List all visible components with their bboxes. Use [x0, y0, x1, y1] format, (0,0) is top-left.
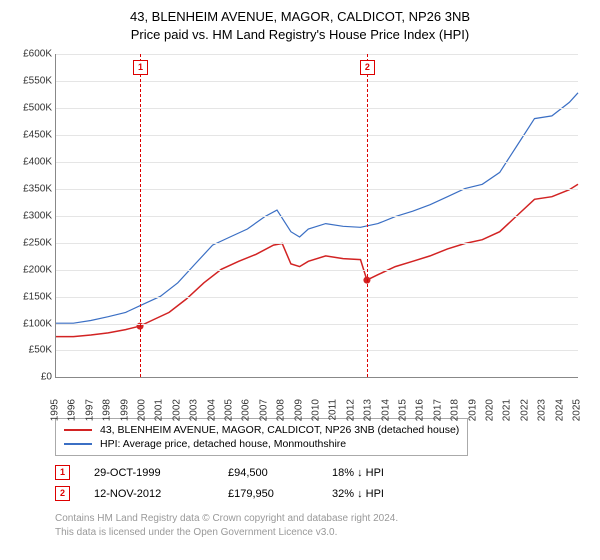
transaction-row: 1 29-OCT-1999 £94,500 18% ↓ HPI: [55, 462, 590, 483]
x-axis-tick: 1997: [84, 399, 95, 421]
event-line: [367, 54, 368, 377]
legend-swatch: [64, 443, 92, 445]
y-axis-tick: £350K: [10, 183, 52, 194]
legend-label: HPI: Average price, detached house, Monm…: [100, 438, 346, 450]
title-line1: 43, BLENHEIM AVENUE, MAGOR, CALDICOT, NP…: [10, 8, 590, 26]
chart-container: 43, BLENHEIM AVENUE, MAGOR, CALDICOT, NP…: [0, 0, 600, 560]
transaction-delta: 32% ↓ HPI: [332, 488, 384, 500]
legend-row: HPI: Average price, detached house, Monm…: [64, 437, 459, 451]
x-axis-tick: 1999: [119, 399, 130, 421]
x-axis-tick: 2001: [154, 399, 165, 421]
x-axis-tick: 2012: [345, 399, 356, 421]
transaction-table: 1 29-OCT-1999 £94,500 18% ↓ HPI 2 12-NOV-2012…: [55, 462, 590, 504]
transaction-marker: 2: [55, 486, 70, 501]
footer: Contains HM Land Registry data © Crown c…: [55, 512, 590, 539]
x-axis-tick: 2008: [276, 399, 287, 421]
x-axis-tick: 1995: [50, 399, 61, 421]
x-axis-tick: 2019: [467, 399, 478, 421]
gridline: [56, 108, 578, 109]
x-axis-tick: 2010: [311, 399, 322, 421]
gridline: [56, 324, 578, 325]
plot-region: 12: [55, 54, 578, 378]
x-axis-tick: 2004: [206, 399, 217, 421]
title-line2: Price paid vs. HM Land Registry's House …: [10, 26, 590, 44]
transaction-delta: 18% ↓ HPI: [332, 467, 384, 479]
x-axis-tick: 2011: [328, 399, 339, 421]
x-axis-tick: 2024: [554, 399, 565, 421]
y-axis-tick: £250K: [10, 237, 52, 248]
transaction-price: £94,500: [228, 467, 308, 479]
transaction-date: 29-OCT-1999: [94, 467, 204, 479]
y-axis-tick: £450K: [10, 130, 52, 141]
x-axis-tick: 2013: [363, 399, 374, 421]
y-axis-tick: £300K: [10, 210, 52, 221]
legend: 43, BLENHEIM AVENUE, MAGOR, CALDICOT, NP…: [55, 418, 468, 456]
x-axis-tick: 2006: [241, 399, 252, 421]
y-axis-tick: £0: [10, 372, 52, 383]
footer-line1: Contains HM Land Registry data © Crown c…: [55, 512, 590, 526]
gridline: [56, 216, 578, 217]
series-line-property: [56, 185, 578, 337]
x-axis-tick: 2009: [293, 399, 304, 421]
legend-label: 43, BLENHEIM AVENUE, MAGOR, CALDICOT, NP…: [100, 424, 459, 436]
x-axis-tick: 2003: [189, 399, 200, 421]
event-marker: 1: [133, 60, 148, 75]
x-axis-tick: 2007: [258, 399, 269, 421]
y-axis-tick: £50K: [10, 345, 52, 356]
transaction-price: £179,950: [228, 488, 308, 500]
x-axis-tick: 2014: [380, 399, 391, 421]
legend-swatch: [64, 429, 92, 431]
x-axis-tick: 2018: [450, 399, 461, 421]
event-line: [140, 54, 141, 377]
x-axis-tick: 1998: [102, 399, 113, 421]
gridline: [56, 135, 578, 136]
event-marker: 2: [360, 60, 375, 75]
x-axis-tick: 2022: [519, 399, 530, 421]
y-axis-tick: £600K: [10, 49, 52, 60]
gridline: [56, 350, 578, 351]
x-axis-tick: 2023: [537, 399, 548, 421]
y-axis-tick: £100K: [10, 318, 52, 329]
y-axis-tick: £200K: [10, 264, 52, 275]
x-axis-tick: 2005: [224, 399, 235, 421]
footer-line2: This data is licensed under the Open Gov…: [55, 526, 590, 540]
transaction-marker: 1: [55, 465, 70, 480]
series-line-hpi: [56, 93, 578, 323]
y-axis-tick: £500K: [10, 103, 52, 114]
transaction-row: 2 12-NOV-2012 £179,950 32% ↓ HPI: [55, 483, 590, 504]
gridline: [56, 81, 578, 82]
gridline: [56, 189, 578, 190]
gridline: [56, 54, 578, 55]
x-axis-tick: 2000: [137, 399, 148, 421]
legend-row: 43, BLENHEIM AVENUE, MAGOR, CALDICOT, NP…: [64, 423, 459, 437]
x-axis-tick: 2016: [415, 399, 426, 421]
x-axis-tick: 2015: [398, 399, 409, 421]
transaction-date: 12-NOV-2012: [94, 488, 204, 500]
chart-area: 12 £0£50K£100K£150K£200K£250K£300K£350K£…: [10, 50, 590, 410]
x-axis-tick: 2020: [485, 399, 496, 421]
x-axis-tick: 2002: [171, 399, 182, 421]
x-axis-tick: 2021: [502, 399, 513, 421]
gridline: [56, 270, 578, 271]
gridline: [56, 243, 578, 244]
y-axis-tick: £400K: [10, 157, 52, 168]
y-axis-tick: £150K: [10, 291, 52, 302]
y-axis-tick: £550K: [10, 76, 52, 87]
gridline: [56, 297, 578, 298]
x-axis-tick: 1996: [67, 399, 78, 421]
x-axis-tick: 2025: [572, 399, 583, 421]
x-axis-tick: 2017: [432, 399, 443, 421]
gridline: [56, 162, 578, 163]
title-block: 43, BLENHEIM AVENUE, MAGOR, CALDICOT, NP…: [10, 8, 590, 44]
